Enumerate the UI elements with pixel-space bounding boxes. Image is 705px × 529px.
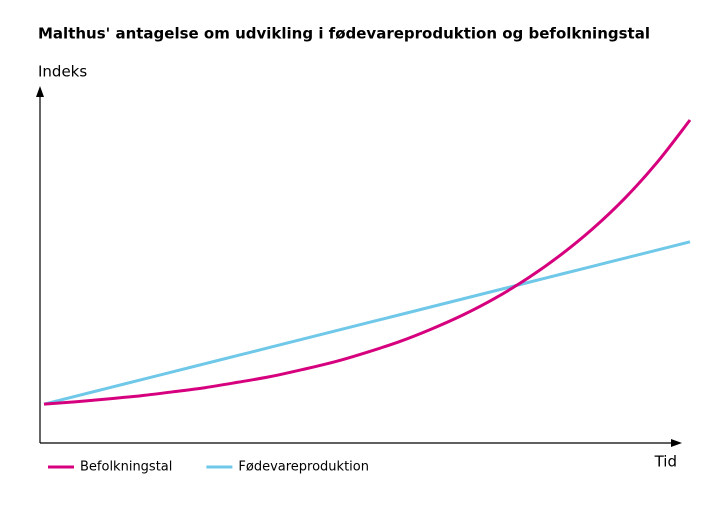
line <box>43 119 692 406</box>
legend-label: Fødevareproduktion <box>238 460 369 475</box>
line <box>43 240 691 406</box>
chart-title: Malthus' antagelse om udvikling i fødeva… <box>38 25 650 43</box>
x-arrow <box>671 439 682 447</box>
x-axis-label: Tid <box>654 453 677 471</box>
y-arrow <box>36 86 44 97</box>
y-axis-label: Indeks <box>38 63 87 81</box>
legend-label: Befolkningstal <box>80 460 172 475</box>
